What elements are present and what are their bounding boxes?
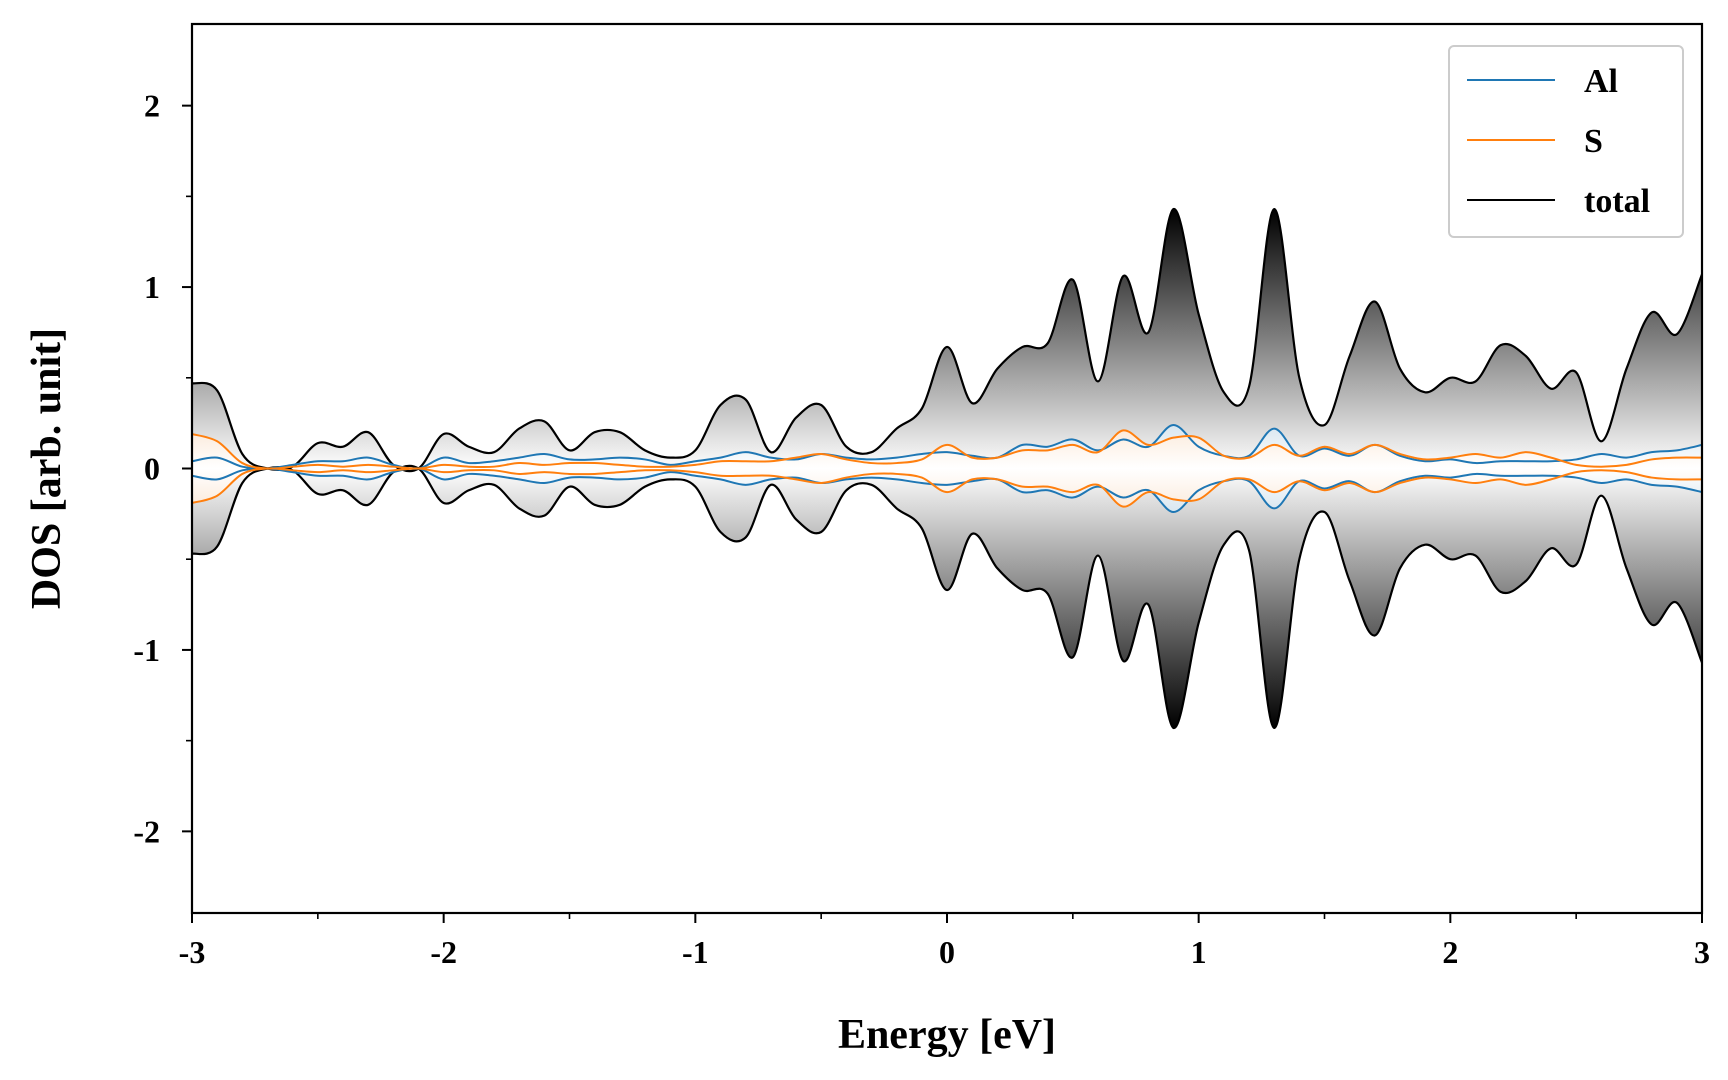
- x-tick-label: 3: [1694, 934, 1710, 970]
- legend-label-al: Al: [1584, 63, 1618, 100]
- axis-ticks: -3 -2 -1 0 1 2 3 -2 -1 0 1 2: [133, 88, 1710, 970]
- x-tick-label: -1: [682, 934, 709, 970]
- x-tick-label: 1: [1191, 934, 1207, 970]
- dos-line-total-lower: [192, 464, 1702, 730]
- x-tick-label: 0: [939, 934, 955, 970]
- x-tick-label: -2: [430, 934, 457, 970]
- dos-line-total-upper: [192, 207, 1702, 473]
- dos-line-al-lower: [192, 467, 1702, 514]
- y-tick-label: -1: [133, 632, 160, 668]
- y-tick-label: 2: [144, 88, 160, 124]
- y-tick-label: -2: [133, 813, 160, 849]
- x-tick-label: -3: [179, 934, 206, 970]
- x-tick-label: 2: [1442, 934, 1458, 970]
- dos-line-s-lower: [192, 467, 1702, 508]
- dos-line-al-upper: [192, 423, 1702, 470]
- legend-label-s: S: [1584, 123, 1603, 160]
- plot-area: [192, 207, 1702, 730]
- y-tick-label: 0: [144, 451, 160, 487]
- y-tick-label: 1: [144, 269, 160, 305]
- legend-box: [1448, 45, 1684, 238]
- x-axis-label: Energy [eV]: [838, 1012, 1056, 1058]
- legend-label-total: total: [1584, 183, 1650, 220]
- y-axis-label: DOS [arb. unit]: [24, 328, 70, 609]
- dos-line-s-upper: [192, 429, 1702, 470]
